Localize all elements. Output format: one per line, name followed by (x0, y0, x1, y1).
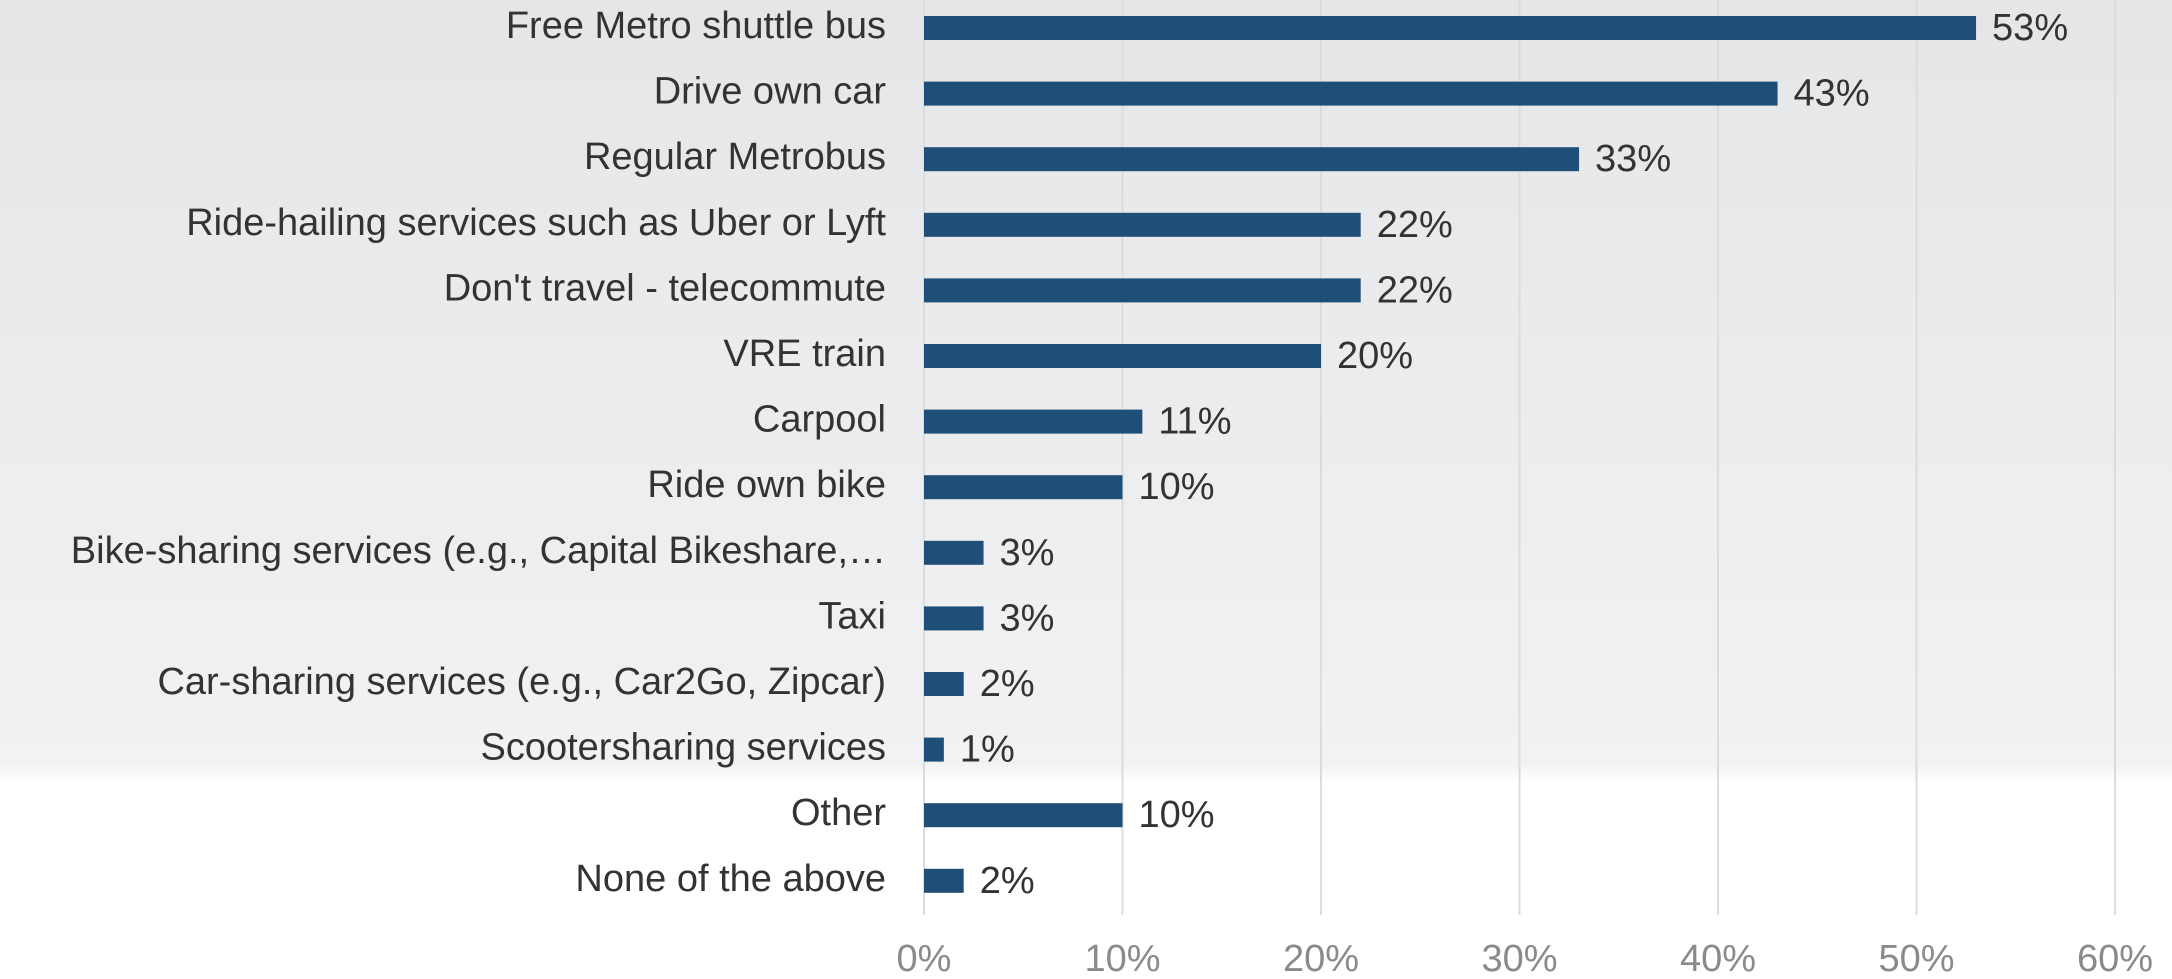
bar (924, 869, 964, 893)
value-label: 3% (1000, 597, 1055, 639)
value-label: 53% (1992, 7, 2068, 49)
y-tick-label: Ride own bike (647, 464, 886, 506)
y-tick-label: Ride-hailing services such as Uber or Ly… (186, 202, 886, 244)
value-label: 11% (1158, 401, 1231, 443)
value-label: 22% (1377, 269, 1453, 311)
x-tick-label: 0% (897, 938, 952, 979)
x-tick-label: 40% (1680, 938, 1756, 979)
x-tick-label: 30% (1481, 938, 1557, 979)
y-tick-label: Bike-sharing services (e.g., Capital Bik… (71, 530, 886, 572)
y-tick-label: Free Metro shuttle bus (506, 5, 886, 47)
bar (924, 147, 1579, 171)
bar (924, 82, 1778, 106)
y-tick-label: Taxi (818, 595, 886, 637)
value-label: 10% (1139, 794, 1215, 836)
bar (924, 541, 984, 565)
chart: 0% 10% 20% 30% 40% 50% 60% Free Metro shuttle b… (0, 0, 2172, 979)
y-tick-label: Carpool (753, 399, 886, 441)
value-label: 10% (1139, 466, 1215, 508)
bar (924, 738, 944, 762)
bar (924, 672, 964, 696)
value-label: 1% (960, 729, 1015, 771)
x-tick-label: 60% (2077, 938, 2153, 979)
bar (924, 410, 1142, 434)
x-tick-label: 10% (1084, 938, 1160, 979)
bar (924, 606, 984, 630)
y-tick-label: Regular Metrobus (584, 136, 886, 178)
bar (924, 344, 1321, 368)
x-tick-label: 50% (1878, 938, 1954, 979)
y-tick-label: None of the above (575, 858, 886, 900)
value-label: 22% (1377, 204, 1453, 246)
y-tick-label: Other (791, 792, 886, 834)
y-tick-label: Drive own car (654, 71, 887, 113)
y-tick-label: VRE train (723, 333, 886, 375)
y-tick-label: Scootersharing services (480, 727, 886, 769)
value-label: 2% (980, 860, 1035, 902)
x-tick-label: 20% (1283, 938, 1359, 979)
bar (924, 278, 1361, 302)
bar (924, 475, 1123, 499)
y-tick-label: Car-sharing services (e.g., Car2Go, Zipc… (157, 661, 886, 703)
value-label: 20% (1337, 335, 1413, 377)
bar (924, 213, 1361, 237)
value-label: 43% (1794, 73, 1870, 115)
bar (924, 803, 1123, 827)
value-label: 3% (1000, 532, 1055, 574)
value-label: 33% (1595, 138, 1671, 180)
value-label: 2% (980, 663, 1035, 705)
bar (924, 16, 1976, 40)
y-tick-label: Don't travel - telecommute (444, 267, 886, 309)
